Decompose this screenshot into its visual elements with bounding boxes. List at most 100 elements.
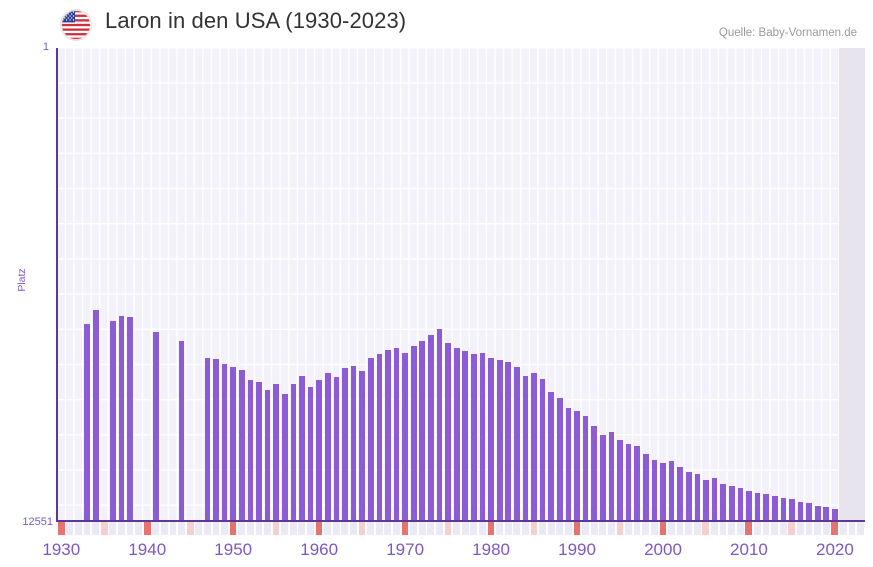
bar-2000[interactable] (660, 463, 666, 521)
bar-2010[interactable] (746, 490, 752, 521)
x-axis-cell-1938 (126, 522, 134, 535)
x-axis-cell-1992 (590, 522, 598, 535)
bar-2017[interactable] (806, 503, 812, 521)
bar-1999[interactable] (651, 460, 658, 521)
bar-1947[interactable] (204, 358, 211, 521)
bar-1998[interactable] (642, 454, 649, 521)
bar-1983[interactable] (514, 367, 520, 521)
x-axis-cell-1968 (384, 522, 392, 535)
bar-1961[interactable] (324, 372, 331, 521)
bar-2015[interactable] (789, 499, 795, 521)
bar-1989[interactable] (565, 408, 572, 521)
bar-1963[interactable] (342, 367, 348, 521)
x-axis-cell-1964 (350, 522, 357, 535)
bar-1986[interactable] (539, 379, 546, 521)
bar-2007[interactable] (720, 483, 726, 521)
bar-1951[interactable] (238, 369, 245, 521)
bar-2009[interactable] (737, 488, 744, 521)
bar-1938[interactable] (127, 316, 133, 521)
bar-1990[interactable] (574, 411, 580, 521)
bar-1995[interactable] (617, 440, 623, 521)
bar-2004[interactable] (694, 473, 701, 521)
bar-1957[interactable] (290, 384, 297, 521)
bar-1959[interactable] (307, 386, 314, 521)
bar-1971[interactable] (410, 346, 417, 521)
bar-2003[interactable] (685, 471, 692, 521)
bar-1968[interactable] (385, 349, 391, 521)
bar-1993[interactable] (599, 435, 606, 521)
bar-2006[interactable] (711, 478, 718, 521)
bar-1979[interactable] (479, 353, 486, 521)
bar-2011[interactable] (754, 492, 761, 521)
bar-1978[interactable] (471, 354, 477, 521)
x-axis-cell-1982 (504, 522, 512, 535)
bar-1976[interactable] (453, 348, 460, 521)
bar-1973[interactable] (428, 334, 434, 521)
bar-1952[interactable] (247, 379, 254, 521)
bar-1944[interactable] (178, 341, 185, 521)
bar-1956[interactable] (281, 394, 288, 521)
bar-1967[interactable] (376, 354, 383, 521)
bar-1960[interactable] (316, 379, 322, 521)
x-axis-tick-1980: 1980 (472, 540, 510, 559)
bar-1984[interactable] (522, 375, 529, 521)
bar-2018[interactable] (814, 505, 821, 521)
bar-1955[interactable] (273, 384, 280, 521)
x-axis-cell-1958 (298, 522, 306, 535)
bar-1962[interactable] (333, 377, 340, 521)
bar-1975[interactable] (445, 342, 451, 521)
bar-2013[interactable] (771, 496, 778, 521)
bar-1936[interactable] (110, 320, 116, 521)
bar-2008[interactable] (728, 485, 735, 521)
x-axis-cell-1933 (83, 522, 91, 535)
x-axis-cell-1959 (307, 522, 314, 535)
x-axis-cell-1974 (436, 522, 443, 535)
x-axis-cell-1972 (418, 522, 426, 535)
bar-2001[interactable] (668, 461, 675, 521)
bar-1974[interactable] (436, 329, 443, 521)
bar-1994[interactable] (608, 432, 615, 521)
x-axis-cell-2009 (736, 522, 744, 535)
bar-1966[interactable] (367, 358, 374, 521)
x-axis-half-decade-marker-1935 (100, 522, 108, 535)
x-axis-half-decade-marker-2005 (702, 522, 710, 535)
bar-1934[interactable] (92, 309, 99, 521)
bar-1970[interactable] (402, 352, 408, 521)
bar-2019[interactable] (823, 507, 830, 521)
bar-1954[interactable] (264, 389, 271, 521)
x-axis-decade-marker-1990 (573, 522, 581, 535)
x-axis-cell-2022 (848, 522, 856, 535)
bar-1988[interactable] (557, 397, 563, 521)
x-axis-cell-2011 (754, 522, 761, 535)
bar-1969[interactable] (393, 348, 400, 521)
bar-1958[interactable] (299, 375, 305, 521)
bar-1950[interactable] (230, 367, 237, 521)
bar-1964[interactable] (350, 365, 357, 521)
bar-2005[interactable] (703, 480, 709, 521)
x-axis-tick-1960: 1960 (300, 540, 339, 559)
bar-2014[interactable] (780, 497, 787, 521)
x-axis-decade-marker-1960 (315, 522, 323, 535)
bar-1949[interactable] (221, 364, 228, 521)
bar-2016[interactable] (797, 501, 804, 521)
bar-1991[interactable] (582, 415, 589, 521)
bar-1948[interactable] (213, 358, 219, 521)
bar-1981[interactable] (496, 360, 503, 521)
bar-1987[interactable] (548, 391, 555, 521)
bar-1982[interactable] (505, 362, 512, 521)
bar-1965[interactable] (359, 371, 365, 521)
bar-2020[interactable] (832, 509, 838, 521)
bar-1933[interactable] (84, 324, 90, 521)
bar-1977[interactable] (462, 351, 469, 521)
bar-1953[interactable] (256, 381, 262, 521)
bar-1980[interactable] (488, 358, 494, 521)
bar-2012[interactable] (763, 494, 769, 521)
bar-1941[interactable] (153, 332, 159, 521)
bar-1937[interactable] (118, 315, 125, 521)
bar-1985[interactable] (531, 373, 537, 521)
bar-1972[interactable] (419, 341, 426, 521)
bar-2002[interactable] (677, 467, 684, 521)
bar-1992[interactable] (591, 425, 598, 521)
bar-1996[interactable] (625, 444, 632, 521)
bar-1997[interactable] (634, 446, 641, 521)
